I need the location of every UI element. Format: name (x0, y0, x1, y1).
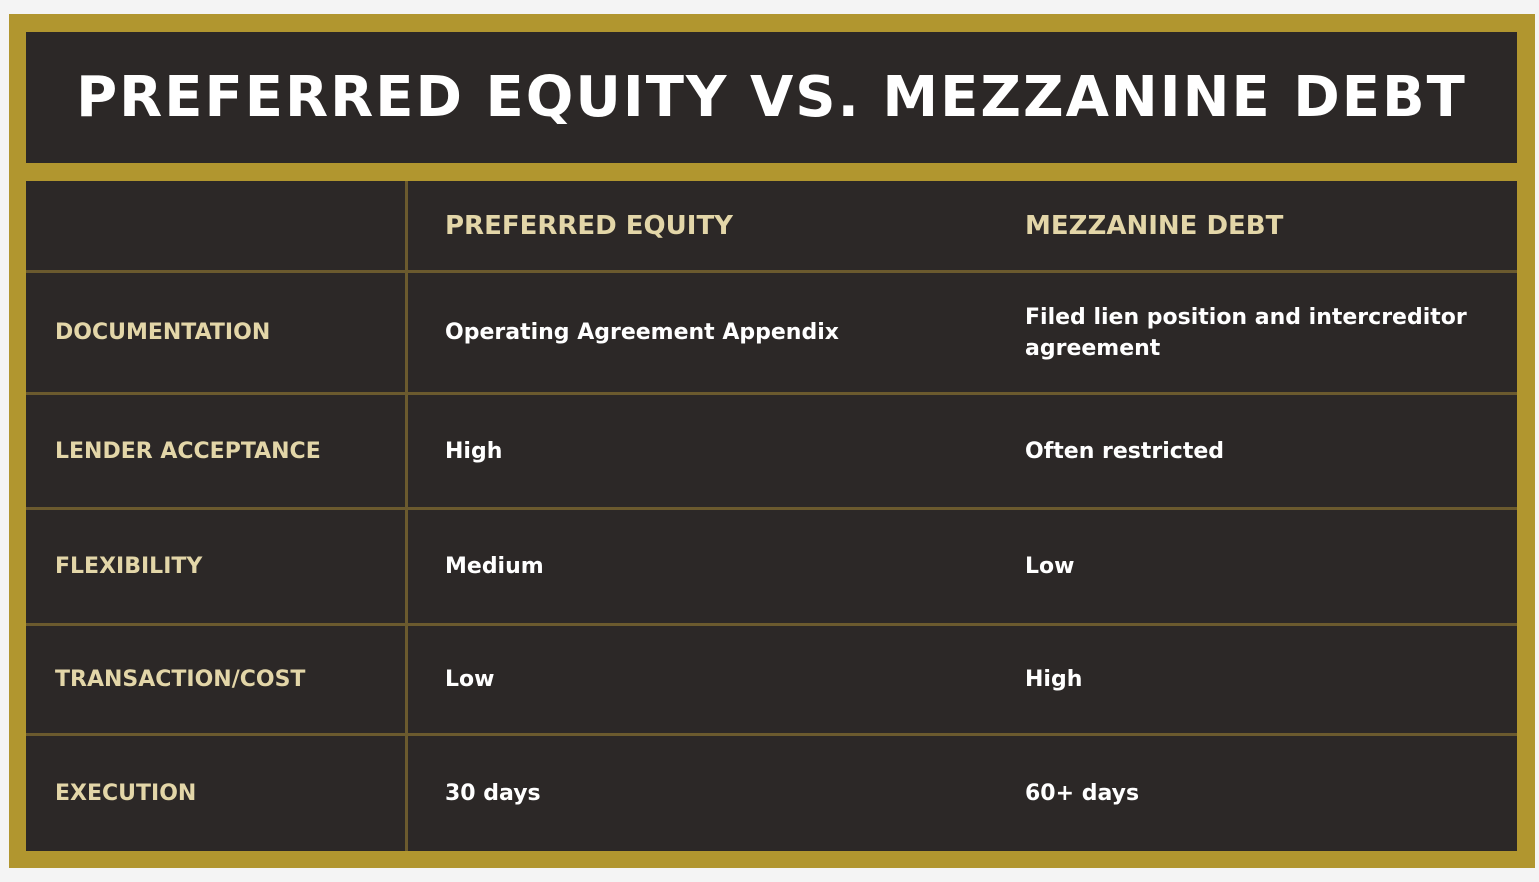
cell-mezzanine-lender-acceptance: Often restricted (1025, 438, 1225, 464)
row-label-lender-acceptance: LENDER ACCEPTANCE (55, 438, 321, 464)
title-banner: PREFERRED EQUITY VS. MEZZANINE DEBT (26, 32, 1517, 163)
comparison-table: PREFERRED EQUITY MEZZANINE DEBT DOCUMENT… (26, 181, 1517, 851)
column-divider (405, 181, 408, 851)
cell-preferred-flexibility: Medium (445, 554, 544, 579)
cell-preferred-transaction-cost: Low (445, 667, 495, 692)
row-divider (26, 733, 1517, 736)
page-title: PREFERRED EQUITY VS. MEZZANINE DEBT (76, 65, 1467, 130)
cell-preferred-execution: 30 days (445, 781, 541, 806)
cell-preferred-documentation: Operating Agreement Appendix (445, 320, 839, 345)
row-divider (26, 623, 1517, 626)
row-label-transaction-cost: TRANSACTION/COST (55, 667, 306, 692)
cell-mezzanine-execution: 60+ days (1025, 781, 1140, 806)
row-label-documentation: DOCUMENTATION (55, 320, 271, 345)
row-divider (26, 270, 1517, 273)
cell-mezzanine-transaction-cost: High (1025, 667, 1083, 692)
cell-mezzanine-documentation: Filed lien position and intercreditor ag… (1025, 304, 1467, 361)
row-label-execution: EXECUTION (55, 781, 197, 806)
column-header-mezzanine-debt: MEZZANINE DEBT (1025, 210, 1284, 241)
cell-preferred-lender-acceptance: High (445, 438, 503, 464)
row-divider (26, 507, 1517, 510)
column-header-preferred-equity: PREFERRED EQUITY (445, 210, 734, 241)
row-divider (26, 392, 1517, 395)
row-label-flexibility: FLEXIBILITY (55, 554, 203, 579)
cell-mezzanine-flexibility: Low (1025, 554, 1075, 579)
